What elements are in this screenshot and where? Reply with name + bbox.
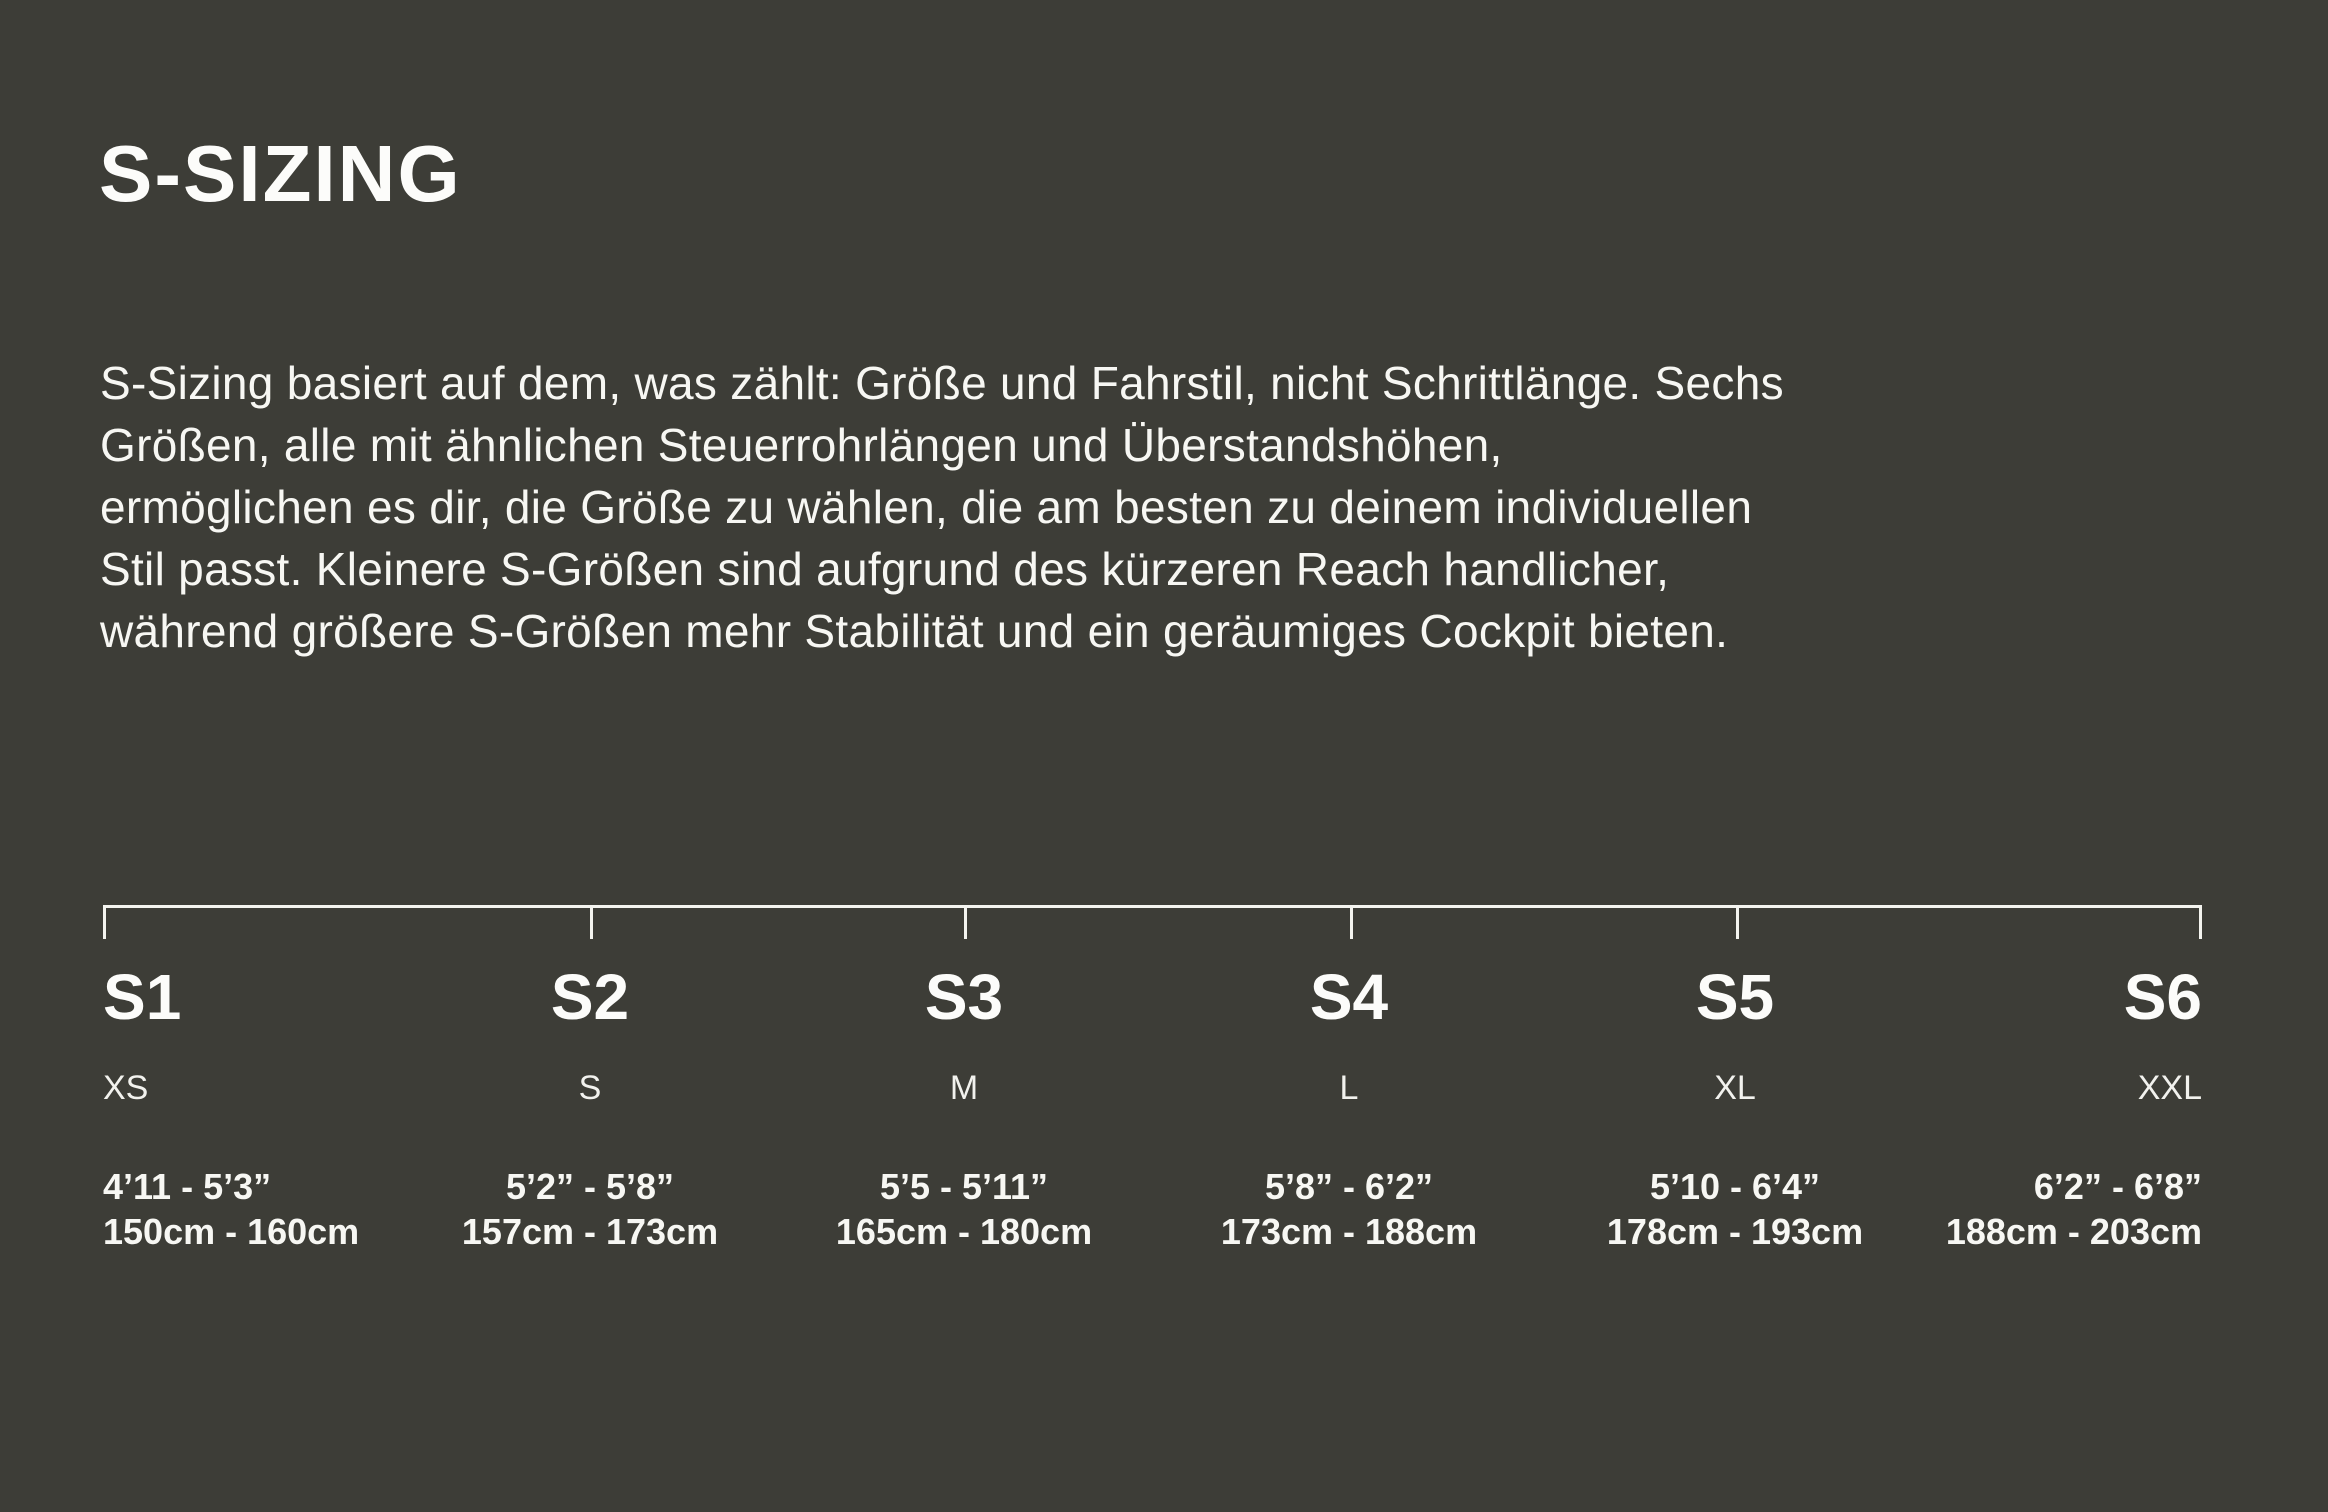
size-column-s2: S2 S 5’2” - 5’8” 157cm - 173cm: [462, 962, 718, 1253]
scale-tick-s5: [1736, 905, 1740, 939]
size-column-s4: S4 L 5’8” - 6’2” 173cm - 188cm: [1221, 962, 1477, 1253]
scale-tick-s3: [963, 905, 967, 939]
page-title: S-SIZING: [99, 129, 462, 218]
size-column-s1: S1 XS 4’11 - 5’3” 150cm - 160cm: [103, 962, 359, 1253]
size-height-imperial: 4’11 - 5’3”: [103, 1165, 272, 1207]
size-letter: L: [1339, 1069, 1359, 1108]
size-code: S4: [1309, 961, 1389, 1033]
size-height-imperial: 5’8” - 6’2”: [1264, 1165, 1434, 1207]
size-height-metric: 150cm - 160cm: [103, 1210, 360, 1252]
size-letter: M: [949, 1069, 979, 1108]
size-letter: S: [578, 1069, 602, 1108]
size-code: S5: [1695, 961, 1775, 1033]
scale-tick-s6: [2199, 905, 2202, 939]
size-height-metric: 157cm - 173cm: [461, 1210, 719, 1252]
intro-line: S-Sizing basiert auf dem, was zählt: Grö…: [100, 357, 1784, 409]
size-letter: XS: [103, 1069, 149, 1108]
scale-tick-s1: [103, 905, 106, 939]
size-height-imperial: 5’5 - 5’11”: [879, 1165, 1049, 1207]
size-code: S2: [550, 961, 630, 1033]
size-letter: XXL: [2137, 1069, 2202, 1108]
intro-line: während größere S-Größen mehr Stabilität…: [100, 605, 1729, 657]
intro-line: Stil passt. Kleinere S-Größen sind aufgr…: [100, 543, 1670, 595]
size-height-metric: 173cm - 188cm: [1220, 1210, 1478, 1252]
intro-line: Größen, alle mit ähnlichen Steuerrohrlän…: [100, 419, 1503, 471]
size-height-imperial: 6’2” - 6’8”: [2033, 1165, 2202, 1207]
size-column-s5: S5 XL 5’10 - 6’4” 178cm - 193cm: [1607, 962, 1863, 1253]
scale-tick-s2: [589, 905, 593, 939]
size-letter: XL: [1714, 1069, 1756, 1108]
size-column-s6: S6 XXL 6’2” - 6’8” 188cm - 203cm: [1946, 962, 2202, 1253]
size-column-s3: S3 M 5’5 - 5’11” 165cm - 180cm: [836, 962, 1092, 1253]
size-code: S1: [103, 961, 182, 1033]
size-height-metric: 165cm - 180cm: [835, 1210, 1093, 1252]
size-height-metric: 188cm - 203cm: [1945, 1210, 2202, 1252]
size-height-metric: 178cm - 193cm: [1606, 1210, 1864, 1252]
intro-line: ermöglichen es dir, die Größe zu wählen,…: [100, 481, 1753, 533]
scale-tick-s4: [1349, 905, 1353, 939]
size-height-imperial: 5’2” - 5’8”: [505, 1165, 675, 1207]
size-code: S6: [2123, 961, 2202, 1033]
size-code: S3: [924, 961, 1004, 1033]
size-height-imperial: 5’10 - 6’4”: [1649, 1165, 1821, 1207]
intro-paragraph: S-Sizing basiert auf dem, was zählt: Grö…: [100, 352, 1784, 662]
scale-line: [103, 905, 2202, 908]
size-scale-ruler: [103, 905, 2202, 943]
